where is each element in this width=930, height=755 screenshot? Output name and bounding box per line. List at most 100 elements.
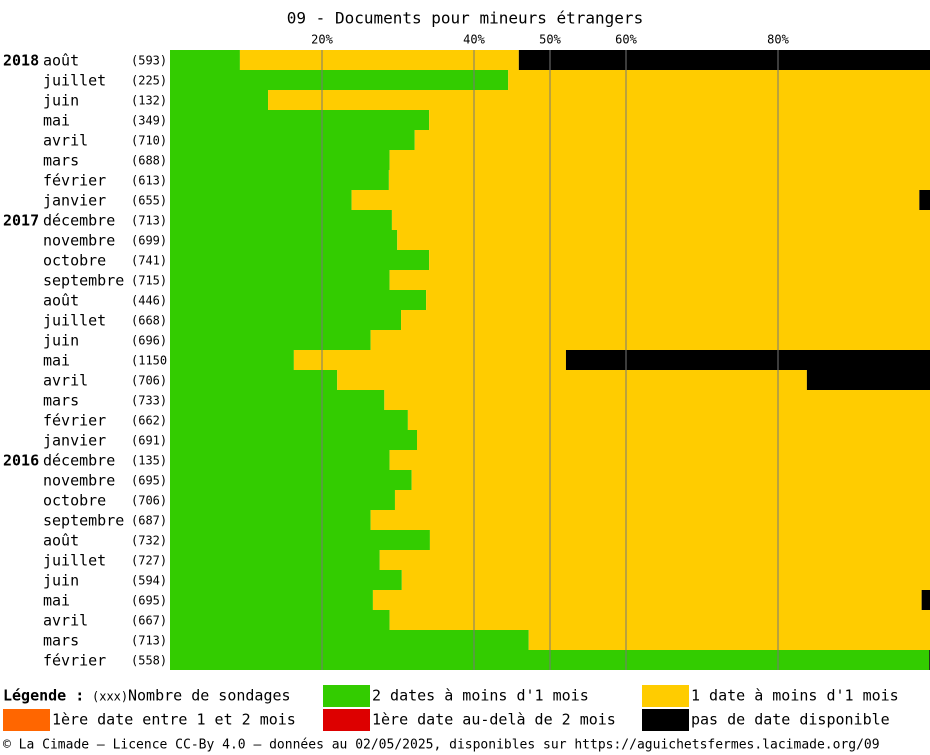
bar-segment — [429, 530, 930, 550]
legend-swatch — [323, 685, 370, 707]
y-tick-label: décembre — [43, 452, 115, 470]
bar-segment — [518, 50, 930, 70]
y-tick-label: juin — [43, 572, 79, 590]
bar-segment — [170, 170, 389, 190]
legend-swatch — [323, 709, 370, 731]
y-tick-label: février — [43, 412, 106, 430]
legend-title: Légende : — [3, 687, 84, 705]
count-label: (741) — [131, 254, 167, 268]
bar-segment — [379, 550, 930, 570]
count-label: (349) — [131, 114, 167, 128]
bar-segment — [370, 330, 930, 350]
bar-segment — [508, 70, 930, 90]
x-tick-label: 20% — [311, 33, 333, 47]
bar-segment — [170, 90, 269, 110]
count-label: (446) — [131, 294, 167, 308]
bar-segment — [170, 50, 240, 70]
count-label: (662) — [131, 414, 167, 428]
bar-segment — [170, 470, 412, 490]
count-label: (713) — [131, 214, 167, 228]
y-tick-label: septembre — [43, 272, 124, 290]
bar-segment — [417, 430, 930, 450]
bar-segment — [170, 570, 402, 590]
y-tick-label: novembre — [43, 472, 115, 490]
count-label: (715) — [131, 274, 167, 288]
bar-segment — [170, 310, 402, 330]
bar-segment — [351, 190, 920, 210]
bar-segment — [394, 490, 930, 510]
count-label: (613) — [131, 174, 167, 188]
bar-segment — [170, 130, 415, 150]
bar-segment — [389, 610, 930, 630]
y-tick-label: février — [43, 172, 106, 190]
legend-label: 2 dates à moins d'1 mois — [372, 687, 589, 705]
bar-segment — [170, 70, 509, 90]
bar-segment — [414, 130, 930, 150]
year-label: 2017 — [3, 212, 39, 230]
bar-segment — [170, 330, 371, 350]
bar-segment — [372, 590, 922, 610]
y-tick-label: mai — [43, 592, 70, 610]
y-tick-label: février — [43, 652, 106, 670]
bar-segment — [389, 450, 930, 470]
legend-label: 1ère date entre 1 et 2 mois — [52, 711, 296, 729]
count-label: (733) — [131, 394, 167, 408]
count-label: (593) — [131, 54, 167, 68]
y-tick-label: décembre — [43, 212, 115, 230]
count-label: (688) — [131, 154, 167, 168]
bar-segment — [426, 290, 930, 310]
chart-title: 09 - Documents pour mineurs étrangers — [287, 9, 643, 28]
count-label: (699) — [131, 234, 167, 248]
bar-segment — [565, 350, 930, 370]
count-label: (713) — [131, 634, 167, 648]
legend-label: pas de date disponible — [691, 711, 890, 729]
count-label: (655) — [131, 194, 167, 208]
bar-segment — [170, 190, 352, 210]
count-label: (667) — [131, 614, 167, 628]
y-tick-label: septembre — [43, 512, 124, 530]
x-tick-label: 40% — [463, 33, 485, 47]
bar-segment — [391, 210, 930, 230]
bar-segment — [239, 50, 519, 70]
bar-segment — [268, 90, 930, 110]
legend-swatch — [642, 685, 689, 707]
bar-segment — [170, 630, 529, 650]
y-tick-label: mai — [43, 352, 70, 370]
legend-swatch — [3, 709, 50, 731]
bar-segment — [389, 150, 930, 170]
bar-segment — [170, 590, 373, 610]
count-label: (691) — [131, 434, 167, 448]
y-tick-label: avril — [43, 372, 88, 390]
count-label: (687) — [131, 514, 167, 528]
bar-segment — [170, 550, 380, 570]
bar-segment — [384, 390, 930, 410]
y-tick-label: novembre — [43, 232, 115, 250]
count-label: (1150 — [131, 354, 167, 368]
y-tick-label: août — [43, 532, 79, 550]
bar-segment — [411, 470, 930, 490]
bar-segment — [170, 390, 385, 410]
legend-label: 1ère date au-delà de 2 mois — [372, 711, 616, 729]
count-label: (135) — [131, 454, 167, 468]
bar-segment — [919, 190, 930, 210]
bar-segment — [170, 450, 390, 470]
footer: © La Cimade — Licence CC-By 4.0 — donnée… — [3, 738, 880, 753]
bar-segment — [170, 290, 427, 310]
bar-segment — [429, 110, 930, 130]
y-tick-label: mars — [43, 632, 79, 650]
bar-segment — [921, 590, 930, 610]
count-label: (225) — [131, 74, 167, 88]
bar-segment — [170, 490, 395, 510]
legend-count-marker: (xxx) — [92, 690, 128, 704]
count-label: (706) — [131, 374, 167, 388]
y-tick-label: juin — [43, 332, 79, 350]
y-tick-label: octobre — [43, 252, 106, 270]
y-tick-label: avril — [43, 612, 88, 630]
bar-segment — [401, 570, 930, 590]
bar-segment — [170, 230, 398, 250]
bar-segment — [528, 630, 930, 650]
bar-segment — [293, 350, 566, 370]
bar-segment — [407, 410, 930, 430]
x-tick-label: 80% — [767, 33, 789, 47]
